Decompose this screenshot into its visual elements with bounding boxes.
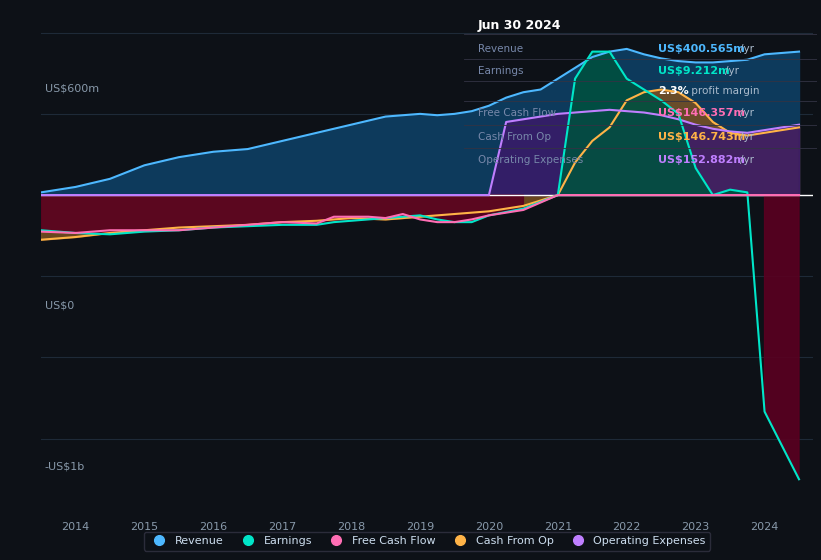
Text: 2019: 2019 — [406, 522, 434, 532]
Text: 2014: 2014 — [62, 522, 89, 532]
Text: Earnings: Earnings — [478, 66, 524, 76]
Text: 2023: 2023 — [681, 522, 710, 532]
Legend: Revenue, Earnings, Free Cash Flow, Cash From Op, Operating Expenses: Revenue, Earnings, Free Cash Flow, Cash … — [144, 531, 710, 550]
Text: US$9.212m: US$9.212m — [658, 66, 730, 76]
Text: 2016: 2016 — [200, 522, 227, 532]
Text: 2015: 2015 — [131, 522, 158, 532]
Text: 2017: 2017 — [268, 522, 296, 532]
Text: -US$1b: -US$1b — [45, 461, 85, 471]
Text: 2021: 2021 — [544, 522, 572, 532]
Text: Free Cash Flow: Free Cash Flow — [478, 108, 556, 118]
Text: /yr: /yr — [740, 44, 754, 54]
Text: 2024: 2024 — [750, 522, 779, 532]
Text: 2018: 2018 — [337, 522, 365, 532]
Text: Operating Expenses: Operating Expenses — [478, 155, 583, 165]
Text: Jun 30 2024: Jun 30 2024 — [478, 19, 562, 32]
Text: 2020: 2020 — [475, 522, 503, 532]
Text: /yr: /yr — [740, 155, 754, 165]
Text: 2.3%: 2.3% — [658, 86, 689, 96]
Text: Revenue: Revenue — [478, 44, 523, 54]
Text: US$600m: US$600m — [45, 83, 99, 94]
Text: US$152.882m: US$152.882m — [658, 155, 745, 165]
Text: US$0: US$0 — [45, 300, 74, 310]
Text: 2022: 2022 — [612, 522, 641, 532]
Text: profit margin: profit margin — [688, 86, 759, 96]
Text: /yr: /yr — [725, 66, 739, 76]
Text: US$400.565m: US$400.565m — [658, 44, 745, 54]
Text: /yr: /yr — [740, 132, 754, 142]
Text: Cash From Op: Cash From Op — [478, 132, 551, 142]
Text: US$146.357m: US$146.357m — [658, 108, 745, 118]
Text: US$146.743m: US$146.743m — [658, 132, 745, 142]
Text: /yr: /yr — [740, 108, 754, 118]
